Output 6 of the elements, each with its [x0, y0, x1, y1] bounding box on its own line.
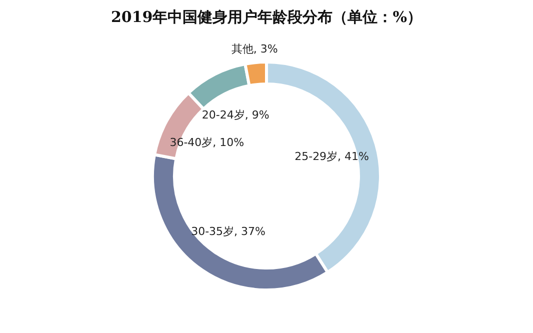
slice-label: 25-29岁, 41% [294, 150, 370, 164]
slice-label: 其他, 3% [231, 42, 278, 56]
chart-title: 2019年中国健身用户年龄段分布（单位：%） [110, 8, 422, 26]
slice-label: 30-35岁, 37% [191, 225, 266, 238]
slice-label: 20-24岁, 9% [202, 108, 270, 122]
slice-label: 36-40岁, 10% [170, 136, 244, 150]
